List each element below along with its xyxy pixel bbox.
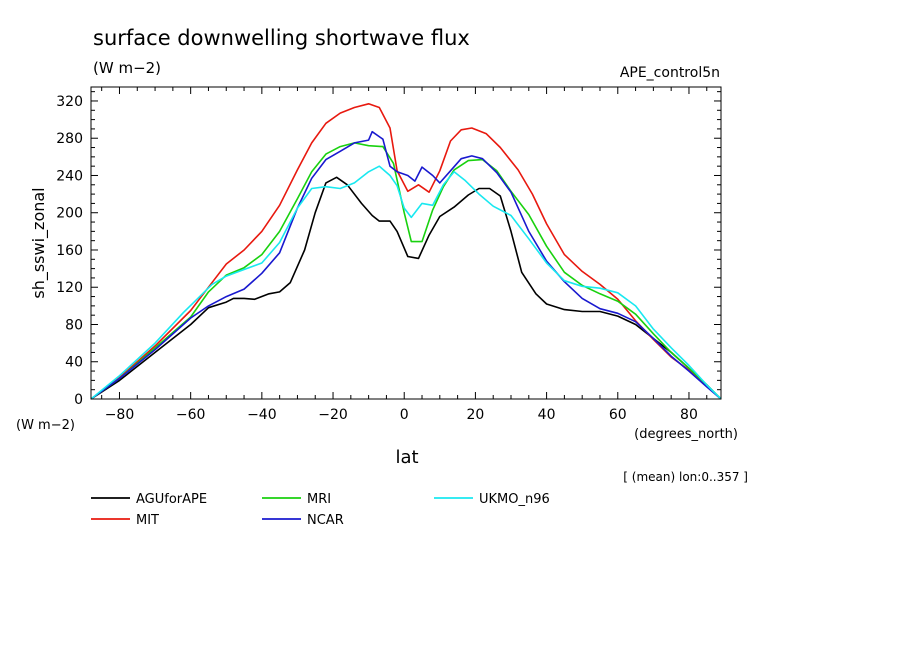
y-tick-label: 320 xyxy=(56,94,83,110)
x-tick-label: 60 xyxy=(609,407,627,423)
legend-label-mri: MRI xyxy=(307,492,331,507)
legend-label-mit: MIT xyxy=(136,513,159,528)
y-tick-label: 0 xyxy=(74,392,83,408)
x-axis-units: (degrees_north) xyxy=(634,427,738,442)
y-tick-label: 40 xyxy=(65,355,83,371)
series-line-mit xyxy=(90,103,722,400)
y-tick-label: 200 xyxy=(56,206,83,222)
legend: AGUforAPE MIT MRI NCAR UKMO_n96 xyxy=(91,492,550,528)
plot-frame xyxy=(90,86,722,400)
x-tick-label: 80 xyxy=(680,407,698,423)
y-axis-units: (W m−2) xyxy=(16,418,75,433)
y-tick-label: 280 xyxy=(56,131,83,147)
x-axis-ticks: −80 −60 −40 −20 0 20 40 60 80 xyxy=(101,87,708,423)
y-axis-ticks: 0 40 80 120 160 200 240 280 320 xyxy=(56,91,721,408)
x-tick-label: −20 xyxy=(318,407,348,423)
y-tick-label: 240 xyxy=(56,168,83,184)
chart-title: surface downwelling shortwave flux xyxy=(93,26,470,50)
y-tick-label: 160 xyxy=(56,243,83,259)
y-tick-label: 80 xyxy=(65,317,83,333)
x-tick-label: −80 xyxy=(105,407,135,423)
series-line-mri xyxy=(90,142,722,400)
series-line-ncar xyxy=(90,130,722,400)
legend-label-ukmo-n96: UKMO_n96 xyxy=(479,492,550,507)
x-tick-label: 20 xyxy=(466,407,484,423)
experiment-label: APE_control5n xyxy=(620,65,720,81)
averaging-note: [ (mean) lon:0..357 ] xyxy=(623,470,748,484)
x-tick-label: −40 xyxy=(247,407,277,423)
x-tick-label: 0 xyxy=(400,407,409,423)
legend-label-ncar: NCAR xyxy=(307,513,344,528)
x-axis-label: lat xyxy=(395,447,418,468)
series-lines xyxy=(90,103,722,400)
title-units: (W m−2) xyxy=(93,59,161,77)
y-tick-label: 120 xyxy=(56,280,83,296)
y-axis-label: sh_sswi_zonal xyxy=(29,187,49,298)
x-tick-label: −60 xyxy=(176,407,206,423)
legend-label-aguforape: AGUforAPE xyxy=(136,492,207,507)
series-line-ukmo-n96 xyxy=(90,165,722,400)
series-line-aguforape xyxy=(90,176,722,400)
x-tick-label: 40 xyxy=(538,407,556,423)
